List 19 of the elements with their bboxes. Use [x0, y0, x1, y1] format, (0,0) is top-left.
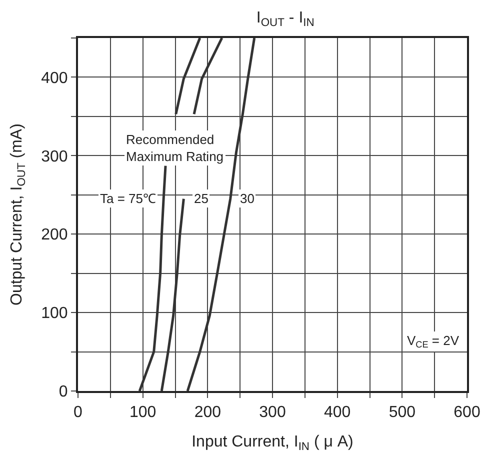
y-tick-label: 300	[41, 148, 68, 166]
y-tick-label: 200	[41, 226, 68, 244]
x-axis-title: Input Current, I$_{IN}$ ( μ A)	[192, 433, 354, 453]
x-tick-label: 500	[388, 404, 416, 422]
x-tick-label: 0	[74, 404, 83, 422]
x-tick-label: 600	[454, 404, 480, 422]
chart-title: I$_{OUT}$ - I$_{IN}$	[256, 10, 314, 30]
x-tick-label: 200	[194, 404, 222, 422]
series-label: Ta = 75℃	[100, 191, 156, 206]
y-tick-label: 0	[58, 384, 68, 401]
x-tick-label: 400	[324, 404, 351, 422]
series-label: 25	[194, 191, 208, 206]
y-tick-label: 400	[41, 70, 68, 87]
x-tick-label: 100	[129, 404, 156, 422]
series-label: 30	[240, 191, 254, 206]
annotation: V$_{CE}$ = 2V	[407, 333, 460, 350]
annotation: Recommended Maximum Rating	[126, 132, 224, 164]
y-tick-label: 100	[41, 305, 68, 322]
x-tick-label: 300	[259, 404, 286, 422]
